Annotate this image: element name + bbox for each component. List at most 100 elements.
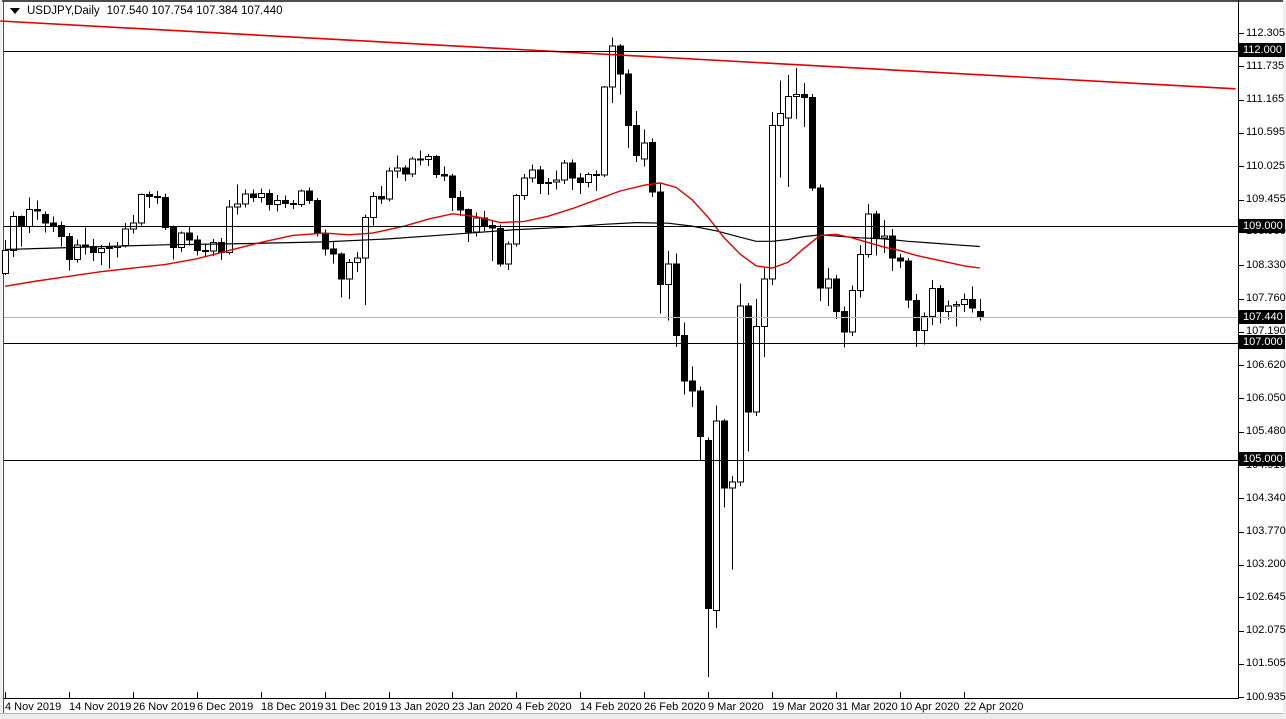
candle[interactable] — [553, 170, 560, 190]
candle[interactable] — [585, 172, 592, 188]
candle[interactable] — [761, 268, 768, 357]
candle[interactable] — [857, 244, 864, 298]
candle[interactable] — [242, 189, 249, 208]
candle[interactable] — [825, 268, 832, 307]
candle[interactable] — [969, 286, 976, 313]
candle[interactable] — [513, 194, 520, 247]
candle[interactable] — [913, 293, 920, 347]
candle[interactable] — [274, 195, 281, 212]
candle[interactable] — [42, 211, 49, 233]
candle[interactable] — [577, 172, 584, 194]
candle[interactable] — [785, 74, 792, 187]
candle[interactable] — [34, 200, 41, 221]
candle[interactable] — [298, 189, 305, 207]
candle[interactable] — [402, 165, 409, 182]
candle[interactable] — [386, 167, 393, 202]
candle[interactable] — [657, 184, 664, 314]
candle[interactable] — [346, 258, 353, 300]
candle[interactable] — [234, 184, 241, 215]
candle[interactable] — [210, 238, 217, 256]
candle[interactable] — [769, 112, 776, 286]
candle[interactable] — [58, 221, 65, 247]
candle[interactable] — [953, 300, 960, 327]
candle[interactable] — [865, 203, 872, 258]
candle[interactable] — [90, 238, 97, 262]
candle[interactable] — [50, 216, 57, 232]
candle[interactable] — [561, 160, 568, 184]
candle[interactable] — [745, 303, 752, 452]
candle[interactable] — [186, 226, 193, 246]
candle[interactable] — [841, 306, 848, 348]
candle[interactable] — [250, 189, 257, 203]
candle[interactable] — [98, 244, 105, 266]
candle[interactable] — [889, 229, 896, 272]
candle[interactable] — [601, 85, 608, 177]
candle[interactable] — [465, 208, 472, 242]
trendline[interactable] — [0, 20, 1236, 90]
candle[interactable] — [362, 214, 369, 305]
candle[interactable] — [26, 197, 33, 234]
candle[interactable] — [306, 187, 313, 204]
candle[interactable] — [777, 80, 784, 178]
candle[interactable] — [417, 150, 424, 166]
candle[interactable] — [82, 227, 89, 255]
candle[interactable] — [505, 241, 512, 270]
candle[interactable] — [370, 192, 377, 226]
candle[interactable] — [545, 178, 552, 196]
candle[interactable] — [793, 67, 800, 120]
candle[interactable] — [18, 215, 25, 247]
candle[interactable] — [569, 159, 576, 190]
candle[interactable] — [617, 43, 624, 95]
candle[interactable] — [202, 243, 209, 257]
candle[interactable] — [649, 138, 656, 197]
candle[interactable] — [641, 129, 648, 167]
candle[interactable] — [801, 83, 808, 127]
candle[interactable] — [897, 254, 904, 269]
candle[interactable] — [817, 184, 824, 301]
candle[interactable] — [409, 157, 416, 177]
candle[interactable] — [633, 111, 640, 162]
candle[interactable] — [833, 275, 840, 319]
candle[interactable] — [226, 199, 233, 255]
candle[interactable] — [905, 258, 912, 308]
candle[interactable] — [290, 199, 297, 210]
candle[interactable] — [146, 191, 153, 208]
candle[interactable] — [330, 241, 337, 264]
candle[interactable] — [753, 299, 760, 416]
candle[interactable] — [338, 252, 345, 298]
candle[interactable] — [665, 251, 672, 321]
candle[interactable] — [697, 386, 704, 461]
candle[interactable] — [945, 300, 952, 320]
candle[interactable] — [593, 170, 600, 191]
candle[interactable] — [282, 195, 289, 208]
candle[interactable] — [425, 154, 432, 166]
candle[interactable] — [441, 166, 448, 182]
candle[interactable] — [609, 37, 616, 103]
candle[interactable] — [705, 437, 712, 678]
candle[interactable] — [481, 210, 488, 231]
candle[interactable] — [521, 174, 528, 200]
candle[interactable] — [625, 69, 632, 148]
candle[interactable] — [74, 239, 81, 263]
candle[interactable] — [258, 188, 265, 203]
candle[interactable] — [673, 253, 680, 348]
candle[interactable] — [194, 235, 201, 256]
candle[interactable] — [154, 191, 161, 204]
candle[interactable] — [537, 165, 544, 194]
candle[interactable] — [849, 285, 856, 336]
candle[interactable] — [114, 241, 121, 258]
candle[interactable] — [449, 174, 456, 211]
candle[interactable] — [713, 405, 720, 628]
candle[interactable] — [433, 154, 440, 179]
candle[interactable] — [809, 94, 816, 191]
candle[interactable] — [721, 418, 728, 508]
candle[interactable] — [737, 283, 744, 487]
candle[interactable] — [218, 237, 225, 260]
candle[interactable] — [681, 322, 688, 395]
candle[interactable] — [961, 293, 968, 312]
candle[interactable] — [314, 198, 321, 237]
candle[interactable] — [873, 210, 880, 256]
candle[interactable] — [138, 193, 145, 226]
candle[interactable] — [529, 164, 536, 183]
candle[interactable] — [394, 155, 401, 179]
